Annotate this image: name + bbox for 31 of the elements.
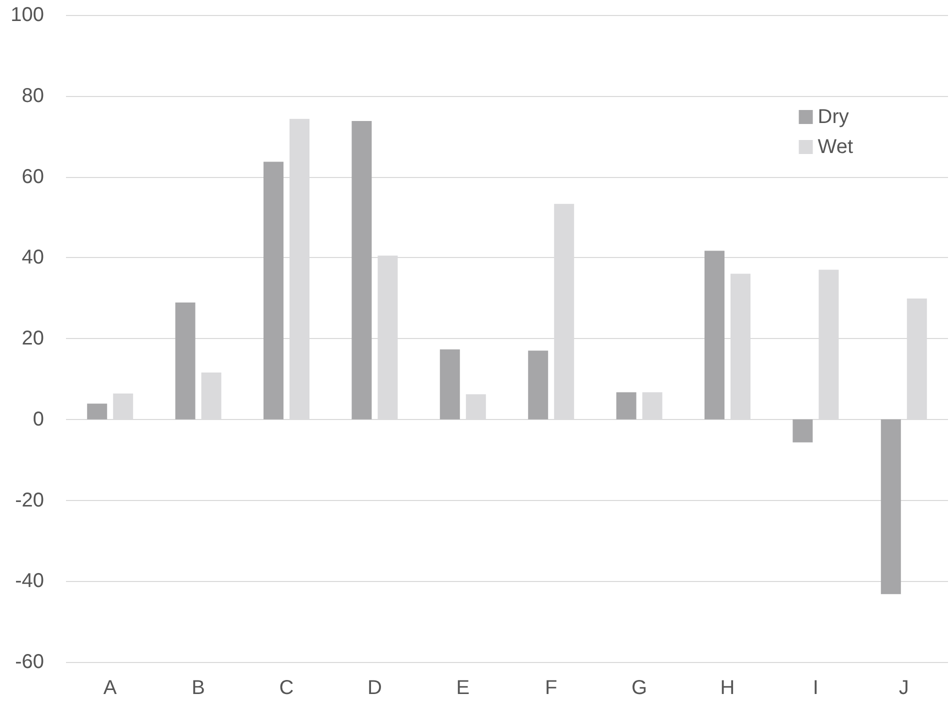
bar [87,404,108,420]
y-tick-label: 60 [22,166,44,188]
x-tick-label: I [812,677,818,699]
bar [528,350,548,420]
bar [880,419,901,594]
x-tick-label: D [367,677,382,699]
y-tick-label: -20 [15,489,44,512]
bar [792,419,813,442]
y-tick-label: 20 [22,328,44,350]
x-tick-label: B [192,677,205,699]
y-tick-label: 40 [22,246,44,269]
x-tick-label: E [456,677,470,699]
bar [352,120,372,420]
y-tick-label: -60 [15,651,44,673]
bar [264,162,284,420]
bar [175,302,196,420]
legend-label: Wet [818,136,854,158]
bar [704,250,724,420]
bar [440,349,460,420]
x-tick-label: G [632,677,648,699]
x-tick-label: C [279,677,294,699]
bar [616,392,636,420]
x-tick-label: F [544,677,558,699]
y-tick-label: 100 [10,4,44,26]
y-tick-label: 0 [32,408,44,430]
y-tick-label: -40 [15,570,44,592]
x-tick-label: A [103,677,118,699]
x-tick-label: J [898,677,909,699]
y-tick-label: 80 [22,84,44,107]
legend-label: Dry [818,106,849,128]
x-tick-label: H [720,677,735,699]
